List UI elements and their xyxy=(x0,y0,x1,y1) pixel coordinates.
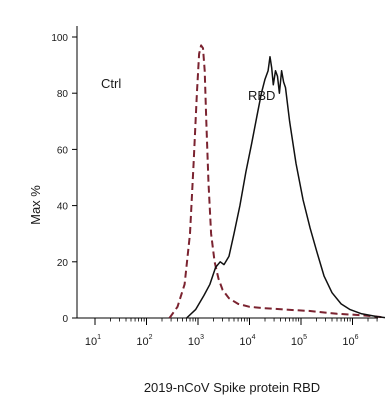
y-tick-label: 20 xyxy=(57,258,69,269)
y-tick-label: 0 xyxy=(62,314,68,325)
x-tick-label: 102 xyxy=(136,334,152,348)
series-label-rbd: RBD xyxy=(248,88,275,103)
series-line-ctrl xyxy=(168,44,385,319)
x-tick-label: 103 xyxy=(188,334,204,348)
x-tick-label: 105 xyxy=(291,334,307,348)
series-labels: Ctrl RBD xyxy=(101,76,275,103)
x-tick-exponent: 6 xyxy=(355,334,359,341)
series-label-ctrl: Ctrl xyxy=(101,76,121,91)
x-tick-exponent: 1 xyxy=(97,334,101,341)
y-axis-label: Max % xyxy=(28,185,43,225)
y-tick-label: 60 xyxy=(57,145,69,156)
y-tick-label: 80 xyxy=(57,89,69,100)
x-tick-exponent: 5 xyxy=(303,334,307,341)
plot-area xyxy=(168,44,385,319)
y-tick-label: 100 xyxy=(51,33,68,44)
series-line-rbd xyxy=(186,55,385,319)
x-tick-exponent: 2 xyxy=(149,334,153,341)
x-tick-exponent: 3 xyxy=(200,334,204,341)
x-tick-label: 101 xyxy=(85,334,101,348)
axes xyxy=(76,26,378,319)
axis-ticks: 020406080100101102103104105106107 xyxy=(51,33,378,348)
y-tick-label: 40 xyxy=(57,202,69,213)
x-axis-label: 2019-nCoV Spike protein RBD xyxy=(144,380,320,395)
x-tick-label: 106 xyxy=(342,334,358,348)
x-tick-exponent: 4 xyxy=(252,334,256,341)
x-tick-label: 104 xyxy=(239,334,255,348)
